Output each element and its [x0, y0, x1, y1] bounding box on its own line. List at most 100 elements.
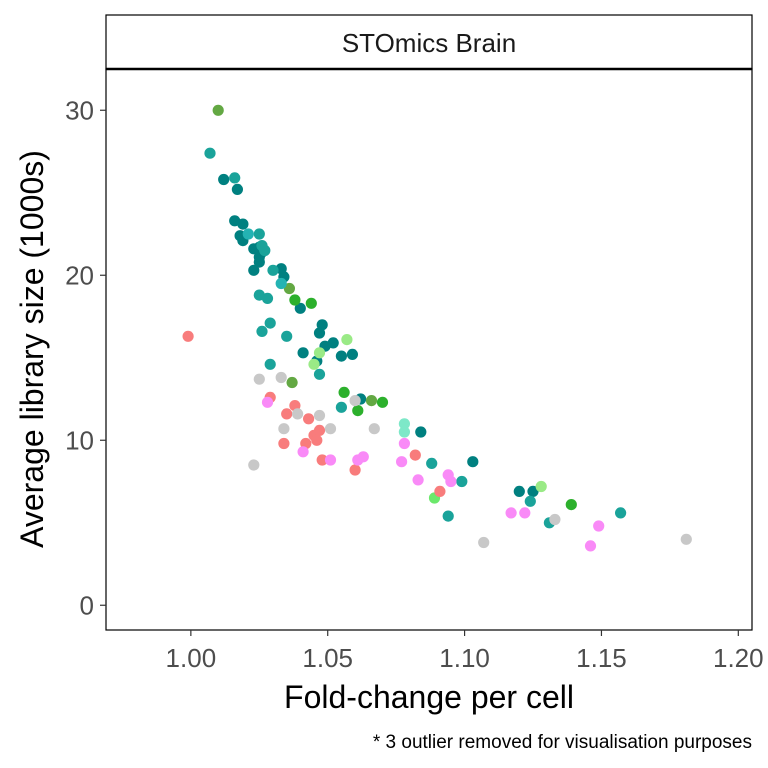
data-point	[467, 456, 479, 468]
data-point	[303, 413, 315, 425]
data-point	[281, 330, 293, 342]
data-point	[264, 317, 276, 329]
x-tick-label: 1.20	[713, 643, 764, 673]
x-axis: 1.00 1.05 1.10 1.15 1.20	[166, 630, 764, 673]
data-point	[289, 294, 301, 306]
data-point	[615, 507, 627, 519]
data-point	[412, 474, 424, 486]
data-point	[218, 173, 230, 186]
data-point	[275, 277, 287, 290]
data-point	[593, 520, 605, 532]
data-point	[278, 423, 290, 435]
x-tick-label: 1.00	[166, 643, 217, 673]
data-point	[231, 183, 243, 195]
data-point	[368, 423, 380, 435]
data-point	[456, 475, 468, 488]
data-point	[316, 454, 328, 466]
data-point	[311, 434, 323, 446]
data-point	[376, 396, 389, 408]
data-point	[313, 409, 326, 422]
data-point	[478, 536, 490, 549]
data-point	[324, 423, 337, 435]
data-point	[204, 147, 216, 159]
data-point	[313, 327, 326, 339]
data-point	[409, 449, 421, 461]
y-tick-label: 20	[65, 260, 94, 290]
y-axis: 0 10 20 30	[65, 95, 106, 620]
data-points	[182, 104, 692, 552]
data-point	[229, 172, 241, 184]
data-point	[434, 485, 446, 497]
data-point	[565, 499, 577, 511]
data-point	[519, 507, 531, 519]
data-point	[292, 408, 304, 420]
x-axis-title: Fold-change per cell	[284, 679, 574, 715]
data-point	[527, 485, 539, 497]
data-point	[352, 405, 364, 417]
data-point	[398, 418, 410, 430]
data-point	[259, 244, 271, 257]
data-point	[335, 401, 347, 413]
x-tick-label: 1.15	[576, 643, 627, 673]
data-point	[313, 424, 326, 436]
data-point	[341, 334, 353, 346]
data-point	[237, 218, 249, 230]
data-point	[396, 456, 408, 468]
facet-strip: STOmics Brain	[105, 14, 753, 71]
data-point	[253, 373, 265, 385]
facet-strip-box	[105, 14, 753, 70]
data-point	[335, 350, 347, 362]
data-point	[275, 371, 287, 384]
data-point	[349, 464, 361, 476]
data-point	[365, 395, 378, 407]
data-point	[398, 437, 410, 450]
data-point	[253, 289, 265, 301]
data-point	[357, 451, 369, 463]
data-point	[267, 264, 279, 276]
data-point	[253, 256, 265, 268]
data-point	[278, 437, 290, 450]
data-point	[264, 358, 276, 370]
data-point	[415, 426, 427, 438]
data-point	[680, 533, 692, 545]
data-point	[324, 454, 337, 466]
data-point	[349, 395, 361, 407]
data-point	[535, 480, 547, 493]
data-point	[524, 495, 536, 507]
panel-background	[105, 68, 753, 631]
data-point	[398, 426, 410, 438]
data-point	[248, 459, 260, 471]
data-point	[261, 396, 274, 408]
footnote: * 3 outlier removed for visualisation pu…	[373, 732, 752, 753]
data-point	[256, 325, 268, 337]
data-point	[305, 297, 317, 309]
data-point	[308, 358, 320, 370]
data-point	[294, 302, 306, 314]
data-point	[283, 282, 295, 295]
data-point	[445, 475, 457, 488]
data-point	[346, 348, 358, 360]
data-point	[549, 513, 561, 526]
data-point	[281, 408, 293, 420]
y-axis-title: Average library size (1000s)	[14, 150, 50, 548]
y-tick-label: 0	[80, 590, 94, 620]
data-point	[242, 228, 254, 240]
facet-strip-title: STOmics Brain	[342, 28, 516, 58]
data-point	[505, 507, 517, 519]
x-tick-label: 1.10	[439, 643, 490, 673]
x-tick-label: 1.05	[302, 643, 353, 673]
y-tick-label: 30	[65, 95, 94, 125]
y-tick-label: 10	[65, 425, 94, 455]
data-point	[513, 485, 525, 497]
data-point	[286, 376, 298, 389]
data-point	[313, 368, 326, 380]
data-point	[313, 347, 326, 359]
data-point	[297, 347, 309, 359]
data-point	[253, 228, 265, 240]
data-point	[442, 510, 454, 522]
data-point	[584, 540, 597, 552]
data-point	[212, 104, 224, 116]
data-point	[338, 386, 350, 398]
data-point	[297, 446, 309, 458]
